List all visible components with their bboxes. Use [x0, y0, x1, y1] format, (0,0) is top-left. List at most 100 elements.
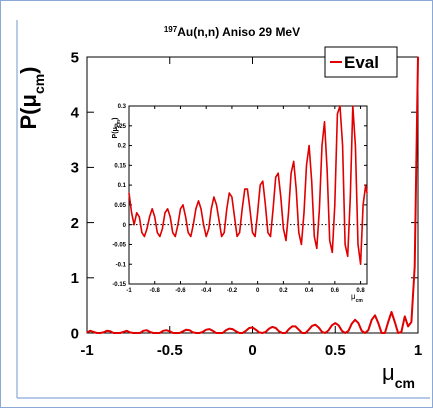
inset-data-point [246, 188, 248, 190]
inset-data-point [254, 235, 256, 238]
inset-data-point [192, 224, 194, 226]
inset-data-point [133, 224, 135, 226]
main-data-point [397, 332, 399, 334]
inset-y-tick-label: -0.15 [112, 282, 126, 288]
main-data-point [294, 325, 297, 327]
main-data-point [367, 329, 369, 331]
inset-data-point [141, 231, 143, 234]
main-x-tick-label: 0 [248, 342, 256, 359]
inset-data-point [321, 144, 323, 147]
inset-data-point [303, 212, 305, 214]
main-data-point [407, 325, 409, 327]
main-x-tick-label: -1 [80, 342, 93, 359]
inset-y-tick-label: 0.1 [118, 183, 127, 189]
main-data-point [182, 330, 184, 332]
main-data-point [324, 332, 326, 334]
inset-data-point [236, 235, 238, 238]
inset-data-point [233, 216, 236, 218]
main-data-point [86, 331, 88, 334]
inset-data-point [347, 255, 349, 257]
main-data-point [291, 325, 293, 327]
main-data-point [106, 330, 108, 332]
main-data-point [341, 330, 343, 332]
inset-data-point [195, 208, 197, 210]
inset-data-point [362, 204, 364, 206]
inset-y-tick-label: 0.2 [118, 144, 127, 150]
inset-data-point [318, 208, 320, 210]
inset-data-point [177, 224, 179, 226]
inset-data-point [179, 208, 182, 210]
chart-title: 197Au(n,n) Aniso 29 MeV [164, 25, 300, 40]
main-data-point [374, 314, 376, 316]
inset-data-point [151, 208, 153, 210]
inset-data-point [298, 231, 300, 234]
main-data-point [172, 332, 174, 334]
main-data-point [298, 329, 300, 331]
inset-data-point [223, 231, 225, 234]
inset-data-point [357, 243, 359, 246]
main-data-point [258, 331, 260, 334]
main-data-point [334, 322, 336, 324]
main-y-tick-label: 3 [71, 160, 79, 177]
inset-data-point [341, 144, 344, 147]
main-y-tick-label: 0 [71, 325, 79, 342]
inset-data-point [257, 212, 259, 214]
inset-y-tick-label: 0 [123, 223, 127, 229]
inset-data-point [262, 180, 264, 182]
inset-data-point [146, 228, 148, 230]
main-data-point [215, 332, 217, 334]
main-data-point [278, 330, 280, 332]
inset-data-point [365, 184, 367, 186]
inset-data-point [354, 144, 357, 147]
main-data-point [328, 329, 330, 331]
main-y-tick-label: 1 [71, 270, 79, 287]
main-data-point [337, 324, 340, 326]
main-data-point [271, 326, 273, 328]
main-data-point [390, 311, 393, 313]
inset-data-point [190, 235, 192, 238]
inset-data-point [172, 231, 174, 234]
main-data-point [394, 321, 396, 323]
inset-data-point [166, 208, 169, 210]
main-data-point [222, 332, 224, 334]
inset-data-point [185, 216, 187, 218]
inset-data-point [218, 220, 220, 222]
main-data-point [285, 332, 287, 334]
main-data-point [357, 322, 360, 324]
main-data-point [218, 332, 220, 334]
main-data-point [126, 330, 128, 332]
main-data-point [251, 326, 254, 329]
main-data-point [119, 332, 121, 334]
main-data-point [89, 330, 91, 332]
inset-data-point [197, 200, 200, 202]
inset-data-point [326, 168, 328, 170]
main-data-point [275, 327, 277, 329]
main-x-tick-label: -0.5 [157, 342, 183, 359]
main-data-point [417, 56, 419, 58]
inset-data-point [344, 243, 346, 246]
main-data-point [189, 329, 191, 331]
inset-data-point [290, 172, 292, 174]
inset-data-point [366, 192, 368, 194]
inset-data-point [313, 235, 315, 238]
main-data-point [93, 331, 95, 333]
inset-data-point [203, 224, 205, 226]
main-data-point [149, 331, 151, 333]
inset-data-point [241, 208, 243, 210]
main-data-point [248, 327, 250, 329]
inset-x-tick-label: -0.2 [227, 288, 238, 294]
inset-x-tick-label: 0.4 [305, 288, 314, 294]
inset-data-point [210, 208, 212, 210]
main-data-point [139, 332, 141, 334]
main-data-point [185, 329, 187, 331]
inset-data-point [251, 231, 254, 234]
main-data-point [255, 329, 257, 331]
inset-data-point [215, 204, 218, 206]
inset-data-point [174, 235, 176, 238]
main-data-point [245, 330, 247, 332]
inset-y-axis-label: P(μcm) [112, 118, 122, 139]
inset-data-point [259, 184, 261, 186]
inset-data-point [148, 216, 151, 218]
main-data-point [387, 321, 389, 323]
inset-data-point [221, 235, 223, 238]
